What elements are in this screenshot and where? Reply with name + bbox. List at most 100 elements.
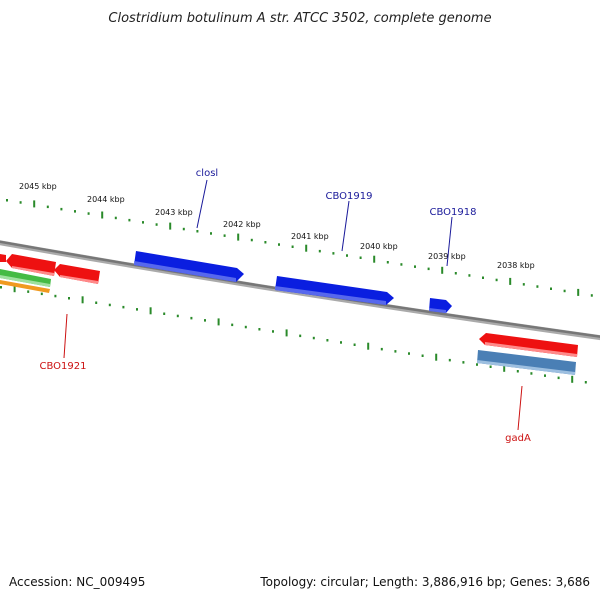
minor-tick [68,297,70,300]
minor-tick [136,308,138,311]
major-tick [571,375,574,383]
scale-label: 2039 kbp [428,252,466,261]
minor-tick [204,319,206,322]
minor-tick [536,285,539,288]
minor-tick [557,376,560,380]
minor-tick [495,278,498,282]
minor-tick [0,286,2,289]
minor-tick [346,254,348,257]
minor-tick [468,274,471,277]
minor-tick [489,365,492,368]
minor-tick [190,316,193,320]
gene-green[interactable] [0,269,51,287]
minor-tick [210,232,212,235]
minor-tick [40,292,43,296]
minor-tick [108,303,111,307]
minor-tick [128,218,131,222]
minor-tick [408,352,410,355]
gene-orange[interactable] [0,280,50,293]
gene-label-CBO1918[interactable]: CBO1918 [430,207,477,218]
scale-label: 2043 kbp [155,208,193,217]
major-tick [101,211,104,219]
minor-tick [380,347,383,351]
leader-CBO1918 [446,216,453,267]
minor-tick [400,263,403,266]
minor-tick [448,358,451,362]
minor-tick [142,221,144,224]
gene-red-left-edge[interactable] [0,254,6,262]
minor-tick [476,363,478,366]
major-tick [13,285,16,293]
gene-label-closl[interactable]: closl [196,168,218,179]
minor-tick [87,212,90,215]
major-tick [305,244,308,252]
minor-tick [482,276,484,279]
minor-tick [27,290,30,293]
scale-label: 2044 kbp [87,195,125,204]
minor-tick [291,245,294,248]
minor-tick [359,256,362,259]
minor-tick [223,234,226,237]
minor-tick [522,283,525,286]
minor-tick [60,207,63,211]
major-tick [33,200,36,208]
gene-label-gadA[interactable]: gadA [505,433,531,444]
minor-tick [54,294,57,298]
scale-label: 2041 kbp [291,232,329,241]
minor-tick [272,330,274,333]
minor-tick [244,325,247,329]
minor-tick [394,350,397,353]
gene-label-CBO1921[interactable]: CBO1921 [40,361,87,372]
major-tick [169,222,172,230]
minor-tick [312,336,315,340]
gene-label-CBO1919[interactable]: CBO1919 [326,191,373,202]
major-tick [373,255,376,263]
major-tick [367,342,370,350]
leader-gadA [517,385,523,431]
major-tick [509,277,512,285]
minor-tick [427,267,430,271]
minor-tick [353,343,356,346]
minor-tick [421,354,424,357]
major-tick [435,353,438,361]
minor-tick [299,334,302,338]
minor-tick [6,199,8,202]
scale-label: 2040 kbp [360,242,398,251]
minor-tick [231,323,234,327]
gene-CBO1921[interactable] [54,264,100,284]
gene-CBO1919[interactable] [275,276,394,305]
minor-tick [584,381,587,384]
gene-red-reverse-1[interactable] [6,254,56,276]
minor-tick [462,361,465,364]
gene-closl[interactable] [134,251,244,282]
minor-tick [258,328,261,331]
minor-tick [155,223,158,226]
gene-gadA-red[interactable] [479,333,578,357]
map-title: Clostridium botulinum A str. ATCC 3502, … [108,11,491,26]
minor-tick [340,341,342,344]
minor-tick [163,312,166,315]
major-tick [149,307,152,315]
scale-label: 2042 kbp [223,220,261,229]
minor-tick [326,339,329,342]
major-tick [441,266,444,274]
minor-tick [182,227,185,231]
scale-label: 2045 kbp [19,182,57,191]
scale-labels: 2045 kbp 2044 kbp 2043 kbp 2042 kbp 2041… [19,182,535,270]
minor-tick [122,305,125,309]
minor-tick [414,265,416,268]
inner-tick-ring [0,285,587,384]
leader-CBO1921 [63,313,68,359]
leader-CBO1919 [341,200,350,252]
minor-tick [176,314,179,318]
minor-tick [196,230,199,233]
minor-tick [19,201,22,204]
gene-CBO1918[interactable] [429,298,452,313]
minor-tick [332,252,335,255]
major-tick [237,233,240,241]
accession-text: Accession: NC_009495 [9,575,145,589]
minor-tick [386,261,389,264]
scale-label: 2038 kbp [497,261,535,270]
gene-gadA[interactable] [477,350,576,375]
